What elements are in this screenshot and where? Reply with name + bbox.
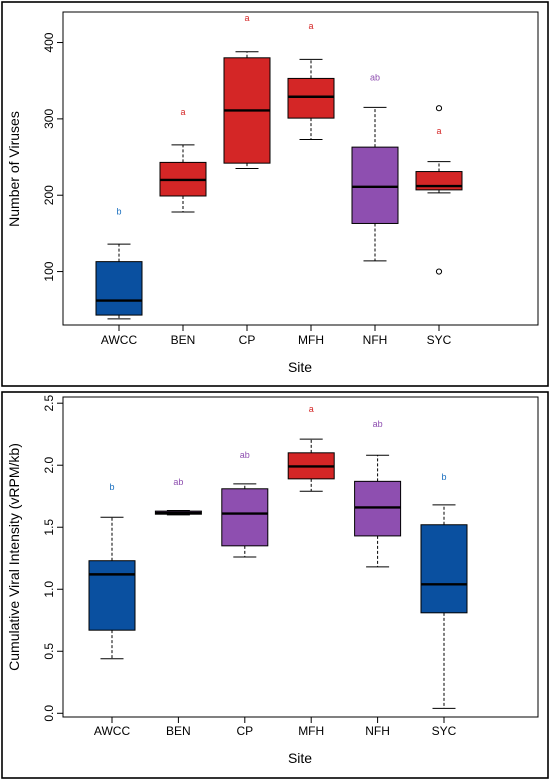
significance-letter: ab [173, 477, 183, 487]
y-tick-label: 1.0 [42, 581, 56, 598]
y-tick-label: 200 [42, 185, 56, 205]
box-ben: ab [154, 477, 202, 516]
x-tick-label: AWCC [94, 724, 131, 738]
significance-letter: b [441, 472, 446, 482]
x-tick-label: CP [236, 724, 253, 738]
box-mfh: a [287, 21, 335, 140]
panel-cumulative-viral-intensity: 0.0 0.5 1.0 1.5 2.0 2.5 AWCC BEN CP MFH NFH SYC b a… [1, 391, 549, 779]
box-nfh: ab [354, 419, 402, 568]
x-tick-label: BEN [171, 333, 196, 347]
significance-letter: a [436, 126, 441, 136]
boxplot-marks: b a a a ab a [95, 13, 463, 320]
outlier-point [435, 268, 443, 275]
box-syc: b [420, 472, 468, 709]
box-awcc: b [88, 482, 136, 660]
panel-frame [1, 391, 549, 779]
box-nfh: ab [351, 73, 399, 262]
box-mfh: a [287, 404, 335, 492]
significance-letter: ab [240, 450, 250, 460]
box-body [354, 480, 402, 537]
y-axis-title: Cumulative Viral Intensity (vRPM/kb) [6, 443, 22, 671]
significance-letter: a [309, 404, 314, 414]
y-axis: 0.0 0.5 1.0 1.5 2.0 2.5 [42, 395, 63, 722]
y-axis: 100 200 300 400 [42, 32, 63, 282]
box-body [88, 560, 136, 631]
x-tick-label: SYC [427, 333, 452, 347]
y-tick-label: 0.0 [42, 705, 56, 722]
box-cp: ab [221, 450, 269, 558]
y-tick-label: 300 [42, 109, 56, 129]
boxplot-marks: b ab ab a ab b [88, 404, 468, 709]
x-tick-label: MFH [298, 333, 324, 347]
significance-letter: ab [373, 419, 383, 429]
box-body [351, 146, 399, 224]
outlier-point [435, 105, 443, 112]
y-tick-label: 400 [42, 32, 56, 52]
y-tick-label: 2.0 [42, 457, 56, 474]
x-tick-label: NFH [365, 724, 390, 738]
box-awcc: b [95, 206, 143, 320]
y-axis-title: Number of Viruses [6, 111, 22, 227]
x-tick-label: AWCC [101, 333, 138, 347]
y-tick-label: 0.5 [42, 643, 56, 660]
box-body [287, 77, 335, 119]
x-tick-label: CP [239, 333, 256, 347]
significance-letter: a [180, 107, 185, 117]
significance-letter: a [308, 21, 313, 31]
y-tick-label: 2.5 [42, 395, 56, 412]
x-tick-label: SYC [432, 724, 457, 738]
box-ben: a [159, 107, 207, 213]
box-syc: a [415, 105, 463, 275]
significance-letter: a [244, 13, 249, 23]
box-body [95, 261, 143, 316]
significance-letter: ab [370, 73, 380, 83]
significance-letter: b [109, 482, 114, 492]
x-tick-label: BEN [166, 724, 191, 738]
plot-area [62, 11, 539, 326]
box-body [221, 488, 269, 547]
x-tick-label: NFH [363, 333, 388, 347]
significance-letter: b [116, 206, 121, 216]
y-tick-label: 1.5 [42, 519, 56, 536]
y-tick-label: 100 [42, 261, 56, 281]
x-tick-label: MFH [298, 724, 324, 738]
x-axis: AWCC BEN CP MFH NFH SYC [101, 325, 452, 347]
box-cp: a [223, 13, 271, 169]
box-body [420, 524, 468, 614]
panel-frame [1, 1, 549, 387]
plot-area [62, 396, 539, 718]
x-axis: AWCC BEN CP MFH NFH SYC [94, 717, 457, 738]
x-axis-title: Site [288, 750, 312, 766]
x-axis-title: Site [288, 359, 312, 375]
